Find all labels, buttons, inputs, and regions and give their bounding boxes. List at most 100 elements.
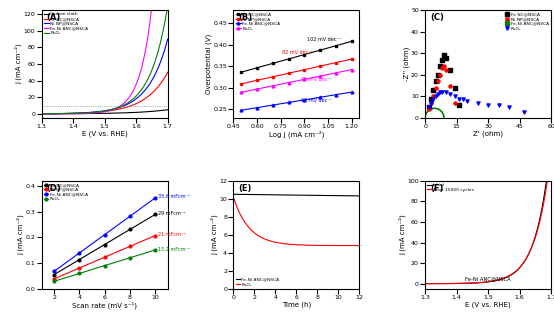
Line: Fe-Ni ANC@NSCA: Fe-Ni ANC@NSCA bbox=[233, 194, 360, 196]
Text: (B): (B) bbox=[238, 13, 253, 22]
Point bbox=[505, 105, 514, 110]
Point bbox=[473, 100, 482, 106]
Fe-Ni ANC@NSCA bbox=[290, 193, 296, 197]
X-axis label: Time (h): Time (h) bbox=[282, 301, 311, 308]
Point bbox=[459, 96, 468, 101]
RuO₂ bbox=[291, 243, 297, 247]
Line: Initial: Initial bbox=[425, 181, 551, 284]
Point bbox=[427, 96, 436, 101]
Point bbox=[433, 72, 442, 77]
Point bbox=[425, 105, 434, 110]
RuO₂ bbox=[305, 243, 312, 247]
Legend: Fe NC@NSCA, Ni NP@NSCA, Fe-Ni ANC@NSCA, RuO₂: Fe NC@NSCA, Ni NP@NSCA, Fe-Ni ANC@NSCA, … bbox=[44, 183, 88, 202]
RuO₂ bbox=[290, 242, 296, 246]
Point bbox=[429, 94, 438, 99]
RuO₂ bbox=[356, 244, 363, 248]
Point bbox=[431, 94, 440, 99]
Point bbox=[439, 53, 448, 58]
After 15000 cycles bbox=[422, 282, 429, 286]
Point bbox=[425, 105, 434, 110]
Y-axis label: j (mA cm⁻²): j (mA cm⁻²) bbox=[17, 214, 24, 255]
Point bbox=[439, 63, 448, 69]
Point bbox=[429, 96, 438, 101]
Point bbox=[454, 103, 463, 108]
Point bbox=[438, 89, 447, 95]
Fe-Ni ANC@NSCA bbox=[298, 193, 305, 197]
Text: (F): (F) bbox=[430, 184, 444, 193]
Point bbox=[446, 68, 455, 73]
RuO₂ bbox=[230, 195, 237, 199]
Point bbox=[520, 109, 529, 114]
Y-axis label: Overpotential (V): Overpotential (V) bbox=[206, 34, 212, 94]
Point bbox=[425, 107, 434, 112]
Fe-Ni ANC@NSCA bbox=[334, 194, 340, 198]
Fe-Ni ANC@NSCA bbox=[230, 192, 237, 196]
Line: After 15000 cycles: After 15000 cycles bbox=[425, 181, 551, 284]
Point bbox=[438, 57, 447, 62]
Text: 60 mV dec⁻¹: 60 mV dec⁻¹ bbox=[301, 98, 332, 103]
Fe-Ni ANC@NSCA bbox=[353, 194, 360, 198]
Text: 15.2 mFcm⁻²: 15.2 mFcm⁻² bbox=[158, 247, 189, 252]
After 15000 cycles bbox=[496, 277, 503, 281]
RuO₂ bbox=[334, 244, 340, 248]
Legend: Initial, After 15000 cycles: Initial, After 15000 cycles bbox=[427, 183, 474, 192]
Initial bbox=[536, 218, 543, 222]
Legend: Carbon cloth, Fe NC@NSCA, Ni NP@NSCA, Fe-Ni ANC@NSCA, RuO₂: Carbon cloth, Fe NC@NSCA, Ni NP@NSCA, Fe… bbox=[44, 12, 89, 36]
Text: (A): (A) bbox=[47, 13, 61, 22]
Fe-Ni ANC@NSCA bbox=[291, 193, 297, 197]
Y-axis label: -Z'' (ohm): -Z'' (ohm) bbox=[403, 47, 409, 81]
Text: 102 mV dec⁻¹: 102 mV dec⁻¹ bbox=[307, 37, 341, 42]
Line: RuO₂: RuO₂ bbox=[233, 197, 360, 246]
Point bbox=[433, 79, 442, 84]
Text: 82 mV dec⁻¹: 82 mV dec⁻¹ bbox=[282, 50, 313, 55]
Point bbox=[446, 83, 455, 88]
Point bbox=[450, 100, 459, 106]
RuO₂ bbox=[353, 244, 360, 248]
Initial bbox=[496, 278, 503, 282]
Point bbox=[435, 89, 444, 95]
After 15000 cycles bbox=[499, 277, 506, 281]
Point bbox=[429, 87, 438, 93]
X-axis label: E (V vs. RHE): E (V vs. RHE) bbox=[465, 301, 511, 308]
After 15000 cycles bbox=[528, 246, 535, 250]
Text: (E): (E) bbox=[238, 184, 252, 193]
Point bbox=[463, 98, 471, 103]
Initial bbox=[499, 277, 506, 281]
Point bbox=[433, 92, 442, 97]
Legend: Fe NC@NSCA, Ni NP@NSCA, Fe-Ni ANC@NSCA, RuO₂: Fe NC@NSCA, Ni NP@NSCA, Fe-Ni ANC@NSCA, … bbox=[505, 12, 549, 31]
Initial bbox=[422, 282, 428, 286]
Point bbox=[431, 85, 440, 90]
After 15000 cycles bbox=[536, 221, 543, 225]
Point bbox=[446, 92, 455, 97]
Text: Fe-Ni ANC@NSCA: Fe-Ni ANC@NSCA bbox=[465, 276, 511, 281]
X-axis label: Log j (mA cm⁻²): Log j (mA cm⁻²) bbox=[269, 131, 324, 138]
Text: 29 mFcm⁻²: 29 mFcm⁻² bbox=[158, 211, 185, 216]
After 15000 cycles bbox=[497, 277, 504, 281]
X-axis label: Scan rate (mV s⁻¹): Scan rate (mV s⁻¹) bbox=[72, 301, 137, 309]
RuO₂ bbox=[298, 243, 305, 247]
Point bbox=[427, 100, 436, 106]
X-axis label: E (V vs. RHE): E (V vs. RHE) bbox=[82, 131, 127, 137]
Point bbox=[427, 100, 436, 106]
Initial bbox=[497, 278, 504, 282]
Point bbox=[438, 66, 447, 71]
Fe-Ni ANC@NSCA bbox=[305, 193, 312, 197]
Point bbox=[435, 72, 444, 77]
Fe-Ni ANC@NSCA bbox=[356, 194, 363, 198]
After 15000 cycles bbox=[548, 179, 554, 183]
Y-axis label: j (mA cm⁻²): j (mA cm⁻²) bbox=[398, 214, 406, 255]
Initial bbox=[528, 246, 535, 250]
Y-axis label: j (mA cm⁻²): j (mA cm⁻²) bbox=[211, 214, 218, 255]
X-axis label: Z' (ohm): Z' (ohm) bbox=[473, 131, 503, 137]
Y-axis label: j (mA cm⁻²): j (mA cm⁻²) bbox=[14, 43, 22, 84]
Point bbox=[450, 85, 459, 90]
Text: 75 mV dec⁻¹: 75 mV dec⁻¹ bbox=[301, 77, 332, 82]
Point bbox=[484, 103, 493, 108]
After 15000 cycles bbox=[544, 179, 551, 183]
Text: (D): (D) bbox=[47, 184, 61, 193]
Text: 21 mFcm⁻²: 21 mFcm⁻² bbox=[158, 232, 185, 237]
Text: (C): (C) bbox=[430, 13, 444, 22]
Initial bbox=[422, 282, 429, 286]
Point bbox=[450, 94, 459, 99]
Point bbox=[431, 79, 440, 84]
